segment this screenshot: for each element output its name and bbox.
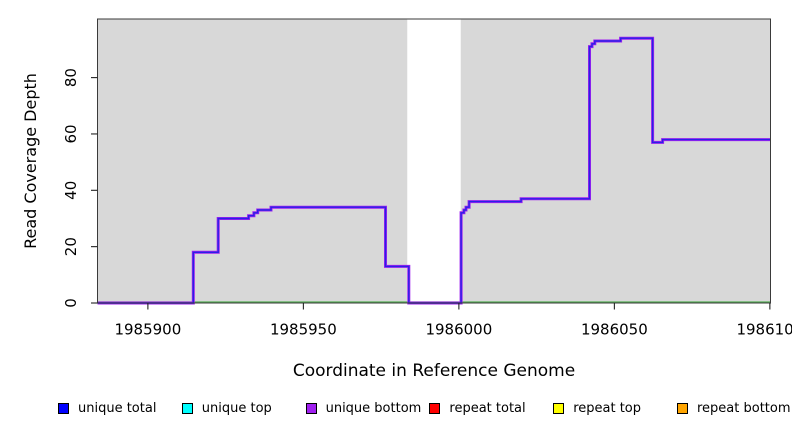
legend-label: unique bottom — [325, 400, 422, 416]
coverage-gap-mask — [407, 19, 461, 303]
legend-label: repeat bottom — [697, 400, 791, 416]
legend-label: unique top — [201, 400, 272, 416]
legend-label: repeat top — [573, 400, 641, 416]
legend-swatch — [553, 402, 565, 414]
x-tick-label: 1985900 — [114, 321, 181, 339]
legend-item-repeat-total: repeat total — [429, 400, 526, 416]
legend-item-repeat-top: repeat top — [553, 401, 641, 415]
y-tick-label: 80 — [62, 68, 80, 87]
x-axis-title: Coordinate in Reference Genome — [293, 361, 575, 381]
coverage-step-line — [97, 37, 771, 304]
legend-item-repeat-bottom: repeat bottom — [677, 401, 791, 415]
x-tick-label: 1985950 — [270, 321, 337, 339]
y-tick-label: 40 — [62, 181, 80, 200]
legend-item-unique-total: unique total — [58, 401, 156, 415]
legend-label: repeat total — [449, 400, 526, 416]
legend-swatch — [58, 402, 69, 414]
legend-swatch — [677, 402, 688, 414]
legend-swatch — [305, 402, 317, 414]
y-tick-label: 0 — [62, 298, 80, 308]
plot-border — [97, 18, 771, 304]
y-tick-label: 20 — [62, 237, 80, 256]
x-tick-label: 1986050 — [581, 321, 648, 339]
legend-item-unique-top: unique top — [181, 400, 272, 416]
legend: unique total unique top unique bottom repea… — [0, 401, 792, 419]
y-axis-title: Read Coverage Depth — [21, 73, 40, 249]
legend-label: unique total — [78, 400, 157, 416]
y-tick-label: 60 — [62, 124, 80, 143]
legend-item-unique-bottom: unique bottom — [305, 400, 422, 416]
legend-swatch — [181, 402, 193, 414]
legend-swatch — [429, 402, 441, 414]
x-tick-label: 1986000 — [425, 321, 492, 339]
